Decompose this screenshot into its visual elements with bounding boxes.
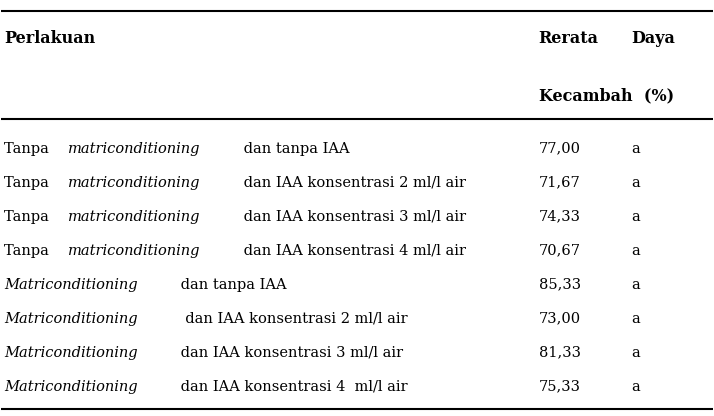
Text: Matriconditioning: Matriconditioning — [4, 380, 138, 394]
Text: Kecambah  (%): Kecambah (%) — [539, 88, 674, 105]
Text: matriconditioning: matriconditioning — [68, 244, 201, 258]
Text: a: a — [631, 380, 640, 394]
Text: dan IAA konsentrasi 2 ml/l air: dan IAA konsentrasi 2 ml/l air — [238, 176, 466, 190]
Text: 74,33: 74,33 — [539, 210, 580, 224]
Text: Daya: Daya — [631, 30, 675, 47]
Text: Rerata: Rerata — [539, 30, 599, 47]
Text: a: a — [631, 176, 640, 190]
Text: a: a — [631, 312, 640, 326]
Text: dan IAA konsentrasi 3 ml/l air: dan IAA konsentrasi 3 ml/l air — [176, 346, 403, 360]
Text: 71,67: 71,67 — [539, 176, 580, 190]
Text: Tanpa: Tanpa — [4, 176, 54, 190]
Text: dan IAA konsentrasi 3 ml/l air: dan IAA konsentrasi 3 ml/l air — [238, 210, 466, 224]
Text: a: a — [631, 244, 640, 258]
Text: Perlakuan: Perlakuan — [4, 30, 96, 47]
Text: Tanpa: Tanpa — [4, 142, 54, 156]
Text: matriconditioning: matriconditioning — [68, 210, 201, 224]
Text: dan IAA konsentrasi 2 ml/l air: dan IAA konsentrasi 2 ml/l air — [176, 312, 408, 326]
Text: dan tanpa IAA: dan tanpa IAA — [238, 142, 349, 156]
Text: Matriconditioning: Matriconditioning — [4, 346, 138, 360]
Text: dan IAA konsentrasi 4 ml/l air: dan IAA konsentrasi 4 ml/l air — [238, 244, 466, 258]
Text: Matriconditioning: Matriconditioning — [4, 277, 138, 292]
Text: a: a — [631, 346, 640, 360]
Text: 77,00: 77,00 — [539, 142, 580, 156]
Text: matriconditioning: matriconditioning — [68, 142, 201, 156]
Text: Tanpa: Tanpa — [4, 244, 54, 258]
Text: dan IAA konsentrasi 4  ml/l air: dan IAA konsentrasi 4 ml/l air — [176, 380, 408, 394]
Text: a: a — [631, 142, 640, 156]
Text: dan tanpa IAA: dan tanpa IAA — [176, 277, 287, 292]
Text: 75,33: 75,33 — [539, 380, 580, 394]
Text: matriconditioning: matriconditioning — [68, 176, 201, 190]
Text: a: a — [631, 210, 640, 224]
Text: Matriconditioning: Matriconditioning — [4, 312, 138, 326]
Text: Tanpa: Tanpa — [4, 210, 54, 224]
Text: 85,33: 85,33 — [539, 277, 581, 292]
Text: 73,00: 73,00 — [539, 312, 581, 326]
Text: 70,67: 70,67 — [539, 244, 580, 258]
Text: a: a — [631, 277, 640, 292]
Text: 81,33: 81,33 — [539, 346, 580, 360]
